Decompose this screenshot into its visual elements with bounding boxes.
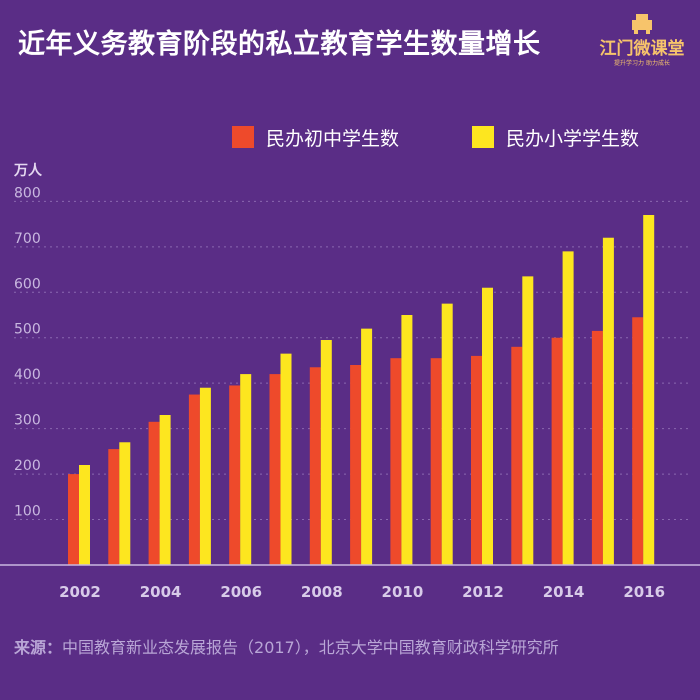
bar-primary-school — [361, 328, 373, 565]
y-tick-label: 300 — [14, 413, 41, 429]
logo-subtext: 提升学习力 助力成长 — [614, 60, 670, 67]
legend-swatch-middle-school — [232, 126, 254, 148]
bar-primary-school — [441, 303, 453, 565]
x-tick-label: 2008 — [301, 583, 343, 601]
x-tick-label: 2012 — [462, 583, 504, 601]
bar-middle-school — [471, 355, 482, 565]
source-note: 来源：中国教育新业态发展报告（2017），北京大学中国教育财政科学研究所 — [14, 634, 559, 658]
y-tick-label: 500 — [14, 322, 41, 338]
bar-middle-school — [430, 358, 442, 565]
legend-item-middle-school: 民办初中学生数 — [232, 122, 399, 152]
source-text: 中国教育新业态发展报告（2017），北京大学中国教育财政科学研究所 — [62, 638, 559, 657]
bar-middle-school — [632, 317, 644, 565]
bar-middle-school — [148, 421, 160, 565]
classroom-logo-icon — [632, 14, 652, 34]
page-title: 近年义务教育阶段的私立教育学生数量增长 — [18, 29, 541, 60]
x-tick-label: 2016 — [623, 583, 665, 601]
bar-primary-school — [280, 353, 292, 565]
legend-swatch-primary-school — [472, 126, 494, 148]
x-tick-label: 2006 — [220, 583, 262, 601]
y-tick-label: 800 — [14, 185, 41, 201]
logo-text: 江门微课堂 — [599, 39, 685, 59]
bar-middle-school — [68, 474, 79, 565]
bar-primary-school — [401, 315, 413, 565]
bar-primary-school — [119, 442, 131, 565]
bar-middle-school — [591, 330, 603, 565]
x-tick-label: 2010 — [382, 583, 424, 601]
bar-primary-school — [482, 287, 493, 565]
bar-primary-school — [522, 276, 534, 565]
bar-primary-school — [159, 415, 171, 565]
bar-primary-school — [199, 387, 211, 565]
legend-label-primary-school: 民办小学学生数 — [506, 127, 640, 150]
y-tick-label: 400 — [14, 367, 41, 383]
logo: 江门微课堂 提升学习力 助力成长 — [596, 10, 688, 72]
bar-middle-school — [269, 374, 281, 565]
bar-primary-school — [79, 465, 90, 565]
y-tick-label: 200 — [14, 458, 41, 474]
bar-middle-school — [108, 449, 120, 565]
bar-primary-school — [562, 251, 574, 565]
bar-middle-school — [188, 394, 200, 565]
bar-primary-school — [320, 340, 332, 565]
legend-item-primary-school: 民办小学学生数 — [472, 122, 639, 152]
y-tick-label: 700 — [14, 231, 41, 247]
bar-primary-school — [602, 237, 614, 565]
x-tick-label: 2004 — [140, 583, 182, 601]
bar-middle-school — [511, 346, 523, 565]
legend-label-middle-school: 民办初中学生数 — [266, 127, 400, 150]
bar-middle-school — [309, 367, 321, 565]
y-tick-label: 600 — [14, 276, 41, 292]
source-label: 来源： — [14, 638, 63, 657]
y-tick-label: 100 — [14, 504, 41, 520]
bar-primary-school — [240, 374, 252, 565]
bar-middle-school — [551, 337, 563, 565]
x-tick-label: 2014 — [543, 583, 585, 601]
bar-middle-school — [390, 358, 402, 565]
y-axis-unit: 万人 — [14, 163, 42, 179]
bar-primary-school — [643, 215, 655, 565]
bar-middle-school — [350, 365, 362, 565]
bar-middle-school — [229, 385, 241, 565]
x-tick-label: 2002 — [59, 583, 101, 601]
